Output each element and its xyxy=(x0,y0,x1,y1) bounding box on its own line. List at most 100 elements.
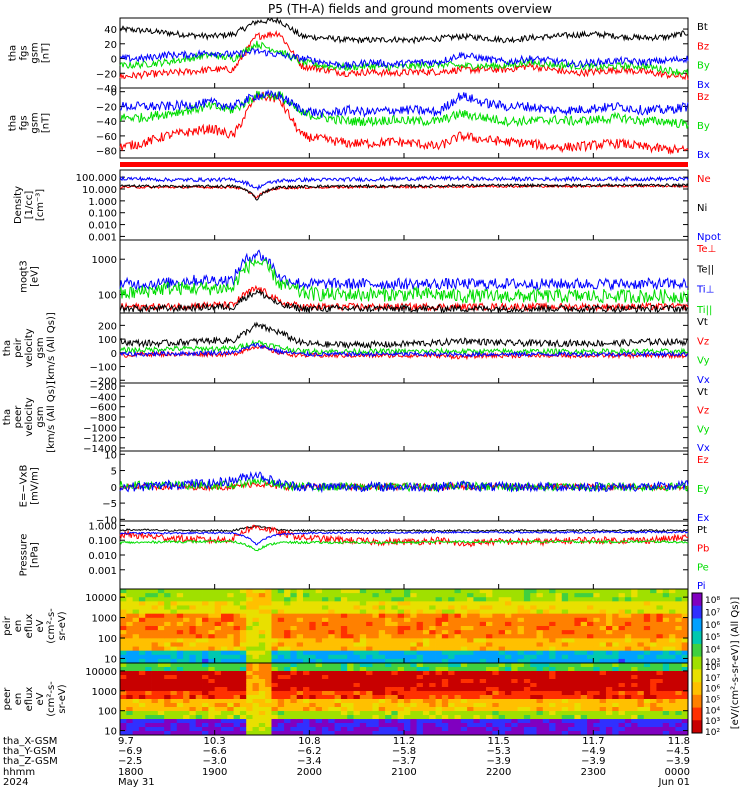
spectrogram-cell xyxy=(479,715,487,720)
spectrogram-cell xyxy=(410,699,418,704)
spectrogram-cell xyxy=(422,671,430,676)
spectrogram-cell xyxy=(233,675,241,680)
spectrogram-cell xyxy=(176,723,184,728)
spectrogram-cell xyxy=(486,727,493,732)
spectrogram-cell xyxy=(366,671,373,676)
spectrogram-cell xyxy=(120,654,127,660)
spectrogram-cell xyxy=(574,671,582,676)
spectrogram-cell xyxy=(549,719,556,724)
spectrogram-cell xyxy=(321,675,329,680)
spectrogram-cell xyxy=(258,593,266,598)
spectrogram-cell xyxy=(473,609,481,615)
spectrogram-cell xyxy=(404,597,411,602)
spectrogram-cell xyxy=(195,630,203,635)
spectrogram-cell xyxy=(637,617,645,623)
spectrogram-cell xyxy=(530,679,537,684)
spectrogram-cell xyxy=(132,642,140,647)
spectrogram-cell xyxy=(618,617,626,623)
spectrogram-cell xyxy=(568,617,575,623)
spectrogram-cell xyxy=(303,691,310,696)
spectrogram-cell xyxy=(189,667,197,672)
spectrogram-cell xyxy=(120,646,127,652)
spectrogram-cell xyxy=(643,723,651,728)
spectrogram-cell xyxy=(183,663,190,668)
y-axis-label: (cm²-s- xyxy=(46,608,57,644)
spectrogram-cell xyxy=(296,650,304,656)
spectrogram-cell xyxy=(202,715,209,720)
spectrogram-cell xyxy=(650,658,657,664)
spectrogram-cell xyxy=(252,711,260,716)
spectrogram-cell xyxy=(220,663,228,668)
spectrogram-cell xyxy=(650,695,657,700)
spectrogram-cell xyxy=(227,699,234,704)
spectrogram-cell xyxy=(303,723,310,728)
spectrogram-cell xyxy=(189,663,197,668)
spectrogram-cell xyxy=(183,719,190,724)
spectrogram-cell xyxy=(277,638,285,643)
legend-entry: Ti⊥ xyxy=(696,285,714,296)
spectrogram-cell xyxy=(561,605,569,610)
spectrogram-cell xyxy=(574,646,582,652)
spectrogram-cell xyxy=(643,609,651,615)
spectrogram-cell xyxy=(580,626,588,631)
spectrogram-cell xyxy=(511,597,518,602)
spectrogram-cell xyxy=(271,605,279,610)
spectrogram-cell xyxy=(460,687,468,692)
spectrogram-cell xyxy=(587,626,594,631)
spectrogram-cell xyxy=(656,723,664,728)
spectrogram-cell xyxy=(599,589,607,594)
spectrogram-cell xyxy=(574,605,582,610)
spectrogram-cell xyxy=(252,707,260,712)
spectrogram-cell xyxy=(599,593,607,598)
spectrogram-cell xyxy=(530,605,537,610)
spectrogram-cell xyxy=(643,687,651,692)
spectrogram-cell xyxy=(214,727,222,732)
spectrogram-cell xyxy=(656,621,664,627)
spectrogram-cell xyxy=(132,609,140,615)
spectrogram-cell xyxy=(220,593,228,598)
spectrogram-cell xyxy=(486,703,493,708)
spectrogram-cell xyxy=(599,679,607,684)
spectrogram-cell xyxy=(126,723,134,728)
spectrogram-cell xyxy=(523,617,531,623)
spectrogram-cell xyxy=(138,671,146,676)
x-axis-row-label: tha_Z-GSM xyxy=(3,756,58,767)
spectrogram-cell xyxy=(605,679,613,684)
spectrogram-cell xyxy=(151,731,159,736)
spectrogram-cell xyxy=(612,621,619,627)
spectrogram-cell xyxy=(504,703,512,708)
spectrogram-cell xyxy=(397,719,405,724)
spectrogram-cell xyxy=(328,711,335,716)
y-tick-label: 0 xyxy=(111,483,117,494)
spectrogram-cell xyxy=(271,638,279,643)
spectrogram-cell xyxy=(366,617,373,623)
spectrogram-cell xyxy=(422,699,430,704)
spectrogram-cell xyxy=(605,715,613,720)
spectrogram-cell xyxy=(410,605,418,610)
spectrogram-cell xyxy=(662,711,670,716)
spectrogram-cell xyxy=(385,617,392,623)
spectrogram-cell xyxy=(643,630,651,635)
spectrogram-cell xyxy=(492,703,500,708)
spectrogram-cell xyxy=(473,638,481,643)
spectrogram-cell xyxy=(656,626,664,631)
spectrogram-cell xyxy=(271,703,279,708)
spectrogram-cell xyxy=(675,699,683,704)
spectrogram-cell xyxy=(612,601,619,606)
spectrogram-cell xyxy=(347,601,354,606)
spectrogram-cell xyxy=(120,658,127,664)
series-line xyxy=(119,470,689,494)
spectrogram-cell xyxy=(561,601,569,606)
spectrogram-cell xyxy=(624,654,632,660)
spectrogram-cell xyxy=(549,731,556,736)
spectrogram-cell xyxy=(151,683,159,688)
spectrogram-cell xyxy=(460,695,468,700)
spectrogram-cell xyxy=(397,650,405,656)
spectrogram-cell xyxy=(599,609,607,615)
spectrogram-cell xyxy=(246,613,253,619)
spectrogram-cell xyxy=(681,711,689,716)
spectrogram-cell xyxy=(593,727,601,732)
spectrogram-cell xyxy=(605,589,613,594)
spectrogram-cell xyxy=(290,723,298,728)
spectrogram-cell xyxy=(353,609,361,615)
